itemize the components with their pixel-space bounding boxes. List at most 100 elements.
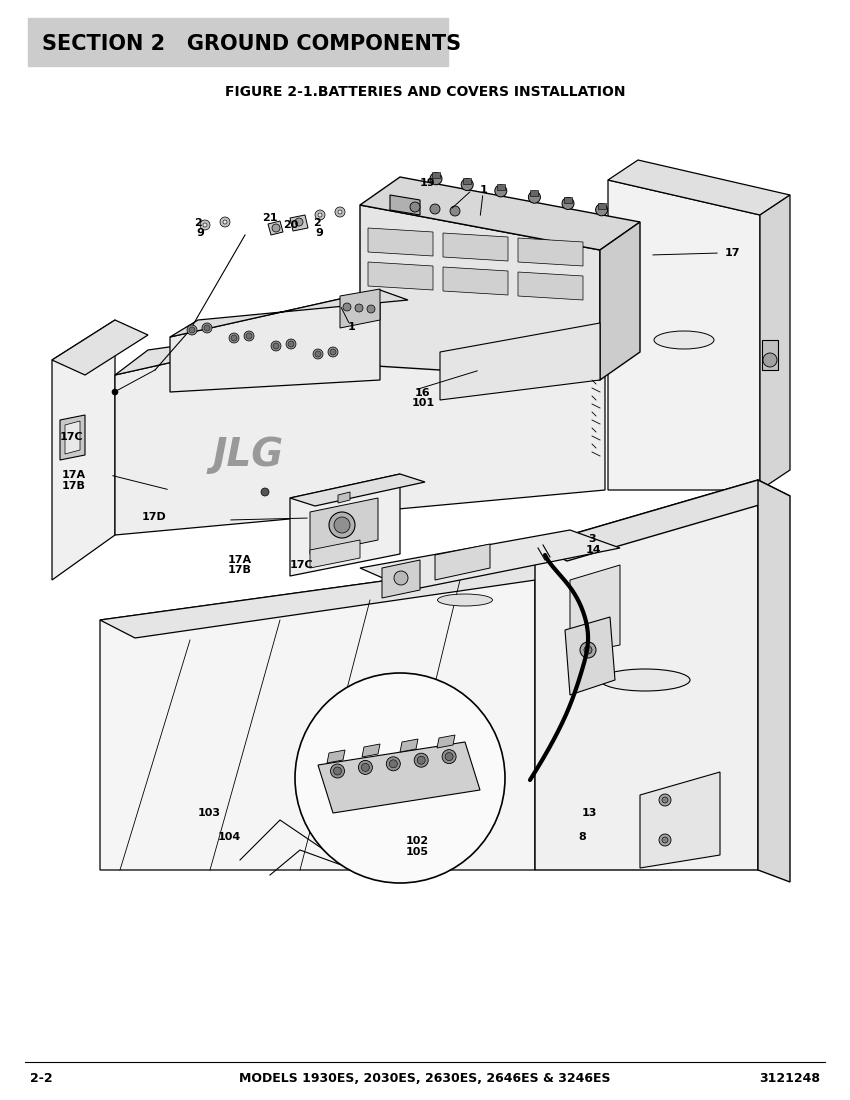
Circle shape (450, 206, 460, 216)
Circle shape (338, 210, 342, 214)
Polygon shape (65, 421, 80, 454)
Polygon shape (368, 228, 433, 256)
Text: 9: 9 (196, 228, 204, 238)
Circle shape (335, 207, 345, 217)
Circle shape (328, 346, 338, 358)
Polygon shape (368, 262, 433, 290)
Polygon shape (518, 272, 583, 300)
Text: 103: 103 (198, 808, 221, 818)
Text: 14: 14 (586, 544, 602, 556)
Polygon shape (60, 415, 85, 460)
Bar (463, 177, 471, 184)
Polygon shape (640, 772, 720, 868)
Circle shape (662, 837, 668, 843)
Circle shape (394, 571, 408, 585)
Text: 16: 16 (415, 388, 431, 398)
Polygon shape (400, 739, 418, 752)
Circle shape (318, 213, 322, 217)
Text: FIGURE 2-1.BATTERIES AND COVERS INSTALLATION: FIGURE 2-1.BATTERIES AND COVERS INSTALLA… (224, 85, 626, 99)
Circle shape (229, 333, 239, 343)
Text: 17B: 17B (62, 481, 86, 491)
Polygon shape (310, 498, 378, 554)
Circle shape (288, 341, 294, 346)
Circle shape (203, 223, 207, 227)
Circle shape (445, 752, 453, 760)
Circle shape (389, 760, 397, 768)
Polygon shape (290, 214, 308, 231)
Circle shape (596, 204, 608, 216)
Bar (598, 202, 605, 209)
Polygon shape (360, 205, 600, 380)
Text: 1: 1 (480, 185, 488, 195)
Circle shape (330, 349, 336, 355)
Circle shape (202, 323, 212, 333)
Polygon shape (360, 530, 620, 590)
Text: 2-2: 2-2 (30, 1071, 53, 1085)
Polygon shape (435, 544, 490, 580)
Circle shape (295, 673, 505, 883)
Bar (496, 184, 505, 190)
Bar (432, 172, 440, 178)
Circle shape (430, 204, 440, 214)
Circle shape (295, 218, 303, 226)
Text: 17C: 17C (290, 560, 314, 570)
Text: JLG: JLG (212, 436, 284, 474)
Circle shape (662, 798, 668, 803)
Bar (564, 197, 572, 202)
Ellipse shape (654, 331, 714, 349)
Polygon shape (437, 735, 455, 748)
Text: 13: 13 (582, 808, 598, 818)
Polygon shape (115, 265, 605, 535)
Text: 17B: 17B (228, 565, 252, 575)
Circle shape (355, 304, 363, 312)
Circle shape (659, 794, 671, 806)
Text: 1: 1 (348, 322, 356, 332)
Circle shape (334, 517, 350, 534)
Circle shape (359, 760, 372, 774)
Polygon shape (362, 744, 380, 757)
Polygon shape (758, 480, 790, 882)
Polygon shape (570, 565, 620, 654)
Polygon shape (52, 320, 115, 580)
Circle shape (580, 642, 596, 658)
Circle shape (315, 210, 325, 220)
Text: 2: 2 (194, 218, 201, 228)
Text: SECTION 2   GROUND COMPONENTS: SECTION 2 GROUND COMPONENTS (42, 34, 461, 54)
Polygon shape (340, 289, 380, 328)
Circle shape (367, 305, 375, 314)
Text: 17A: 17A (228, 556, 252, 565)
Polygon shape (290, 474, 425, 506)
Circle shape (442, 749, 456, 763)
Circle shape (361, 763, 370, 771)
Circle shape (200, 220, 210, 230)
FancyBboxPatch shape (28, 18, 448, 66)
Polygon shape (382, 560, 420, 598)
Text: 20: 20 (283, 220, 298, 230)
Text: 17D: 17D (142, 512, 167, 522)
Text: 105: 105 (406, 847, 429, 857)
Text: 102: 102 (406, 836, 429, 846)
Text: 3121248: 3121248 (759, 1071, 820, 1085)
Text: 21: 21 (262, 213, 277, 223)
Text: 9: 9 (315, 228, 323, 238)
Polygon shape (608, 160, 790, 215)
Polygon shape (52, 320, 148, 375)
Polygon shape (360, 177, 640, 250)
Circle shape (271, 341, 281, 351)
Bar (762, 340, 778, 370)
Polygon shape (760, 195, 790, 490)
Circle shape (562, 198, 574, 209)
Polygon shape (115, 265, 638, 375)
Circle shape (223, 220, 227, 224)
Circle shape (414, 754, 428, 767)
Text: 3: 3 (588, 534, 596, 544)
Circle shape (220, 217, 230, 227)
Circle shape (244, 331, 254, 341)
Circle shape (315, 351, 321, 358)
Circle shape (187, 324, 197, 336)
Circle shape (273, 343, 279, 349)
Circle shape (763, 353, 777, 367)
Circle shape (261, 488, 269, 496)
Text: 101: 101 (412, 398, 435, 408)
Circle shape (331, 764, 344, 778)
